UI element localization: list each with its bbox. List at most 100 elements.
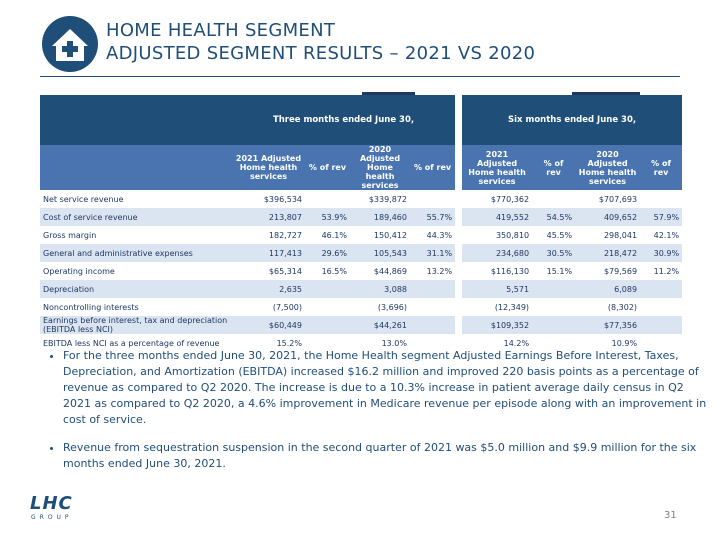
value-cell: $770,362 bbox=[490, 194, 530, 204]
value-cell bbox=[410, 280, 456, 298]
table-row: Noncontrolling interests (7,500) (3,696) (1… bbox=[40, 298, 682, 316]
value-cell: $339,872 bbox=[368, 194, 407, 204]
value-cell: 31.1% bbox=[410, 244, 456, 262]
value-cell: (12,349) bbox=[494, 302, 530, 312]
page-number: 31 bbox=[664, 510, 677, 521]
gap bbox=[455, 316, 463, 334]
value-cell: 2,635 bbox=[232, 280, 305, 298]
logo-name: LHC bbox=[30, 493, 73, 514]
value-cell: 45.5% bbox=[546, 230, 573, 240]
value-cell: 15.2% bbox=[276, 338, 302, 348]
gap bbox=[455, 334, 463, 352]
value-cell: 14.2% bbox=[503, 338, 530, 348]
value-cell: 182,727 bbox=[268, 230, 302, 240]
value-cell: $79,569 bbox=[603, 266, 638, 276]
column-header: 2020 Adjusted Home health services bbox=[575, 145, 641, 190]
value-cell: 29.6% bbox=[305, 244, 350, 262]
value-cell bbox=[532, 298, 575, 316]
group-row: Three months ended June 30, Six months en… bbox=[40, 95, 683, 145]
column-header: % of rev bbox=[410, 145, 456, 190]
value-cell bbox=[305, 316, 350, 334]
column-header: 2021 Adjusted Home health services bbox=[232, 145, 305, 190]
column-header: % of rev bbox=[305, 145, 350, 190]
value-cell: 16.5% bbox=[321, 266, 347, 276]
value-cell bbox=[640, 190, 682, 208]
value-cell: 117,413 bbox=[232, 244, 305, 262]
value-cell: $116,130 bbox=[490, 266, 530, 276]
value-cell: 409,652 bbox=[575, 208, 641, 226]
results-table: Three months ended June 30, Six months en… bbox=[40, 95, 683, 352]
value-cell bbox=[305, 298, 350, 316]
value-cell: 11.2% bbox=[653, 266, 680, 276]
value-cell: 6,089 bbox=[575, 280, 641, 298]
table-row: EBITDA less NCI as a percentage of reven… bbox=[40, 334, 682, 352]
bullet: Revenue from sequestration suspension in… bbox=[63, 440, 713, 472]
value-cell: 419,552 bbox=[462, 208, 533, 226]
gap bbox=[455, 280, 463, 298]
value-cell: 298,041 bbox=[603, 230, 638, 240]
gap bbox=[455, 262, 463, 280]
gap bbox=[455, 145, 463, 190]
value-cell bbox=[640, 316, 683, 334]
column-header: 2020 Adjusted Home health services bbox=[350, 145, 410, 190]
value-cell: 15.1% bbox=[546, 266, 573, 276]
tab bbox=[362, 92, 415, 96]
value-cell: 213,807 bbox=[232, 208, 305, 226]
value-cell: 30.5% bbox=[532, 244, 576, 262]
column-header: % of rev bbox=[532, 145, 576, 190]
value-cell: 30.9% bbox=[640, 244, 683, 262]
value-cell bbox=[305, 190, 350, 208]
row-label: Noncontrolling interests bbox=[43, 302, 139, 312]
gap bbox=[455, 95, 463, 145]
title: ADJUSTED SEGMENT RESULTS – 2021 VS 2020 bbox=[106, 43, 536, 64]
table-row: Net service revenue $396,534 $339,872 $770,… bbox=[40, 190, 682, 208]
value-cell: $60,449 bbox=[232, 316, 305, 334]
value-cell: 42.1% bbox=[653, 230, 680, 240]
value-cell: $44,261 bbox=[350, 316, 410, 334]
gap bbox=[455, 226, 463, 244]
row-label: General and administrative expenses bbox=[40, 244, 232, 262]
cell bbox=[40, 95, 232, 145]
value-cell: 44.3% bbox=[426, 230, 453, 240]
rule bbox=[40, 76, 680, 77]
value-cell bbox=[640, 298, 682, 316]
value-cell: 234,680 bbox=[462, 244, 533, 262]
value-cell bbox=[640, 280, 683, 298]
value-cell: 13.0% bbox=[381, 338, 407, 348]
value-cell: 3,088 bbox=[350, 280, 410, 298]
value-cell: $109,352 bbox=[462, 316, 533, 334]
value-cell: 53.9% bbox=[305, 208, 350, 226]
value-cell: 105,543 bbox=[350, 244, 410, 262]
bullets: For the three months ended June 30, 2021… bbox=[45, 348, 713, 484]
value-cell: $707,693 bbox=[598, 194, 638, 204]
logo-tagline: GROUP bbox=[31, 514, 73, 521]
value-cell: $65,314 bbox=[268, 266, 302, 276]
table-row: Earnings before interest, tax and deprec… bbox=[40, 316, 683, 334]
row-label: Operating income bbox=[43, 266, 115, 276]
gap bbox=[455, 244, 463, 262]
value-cell: 150,412 bbox=[373, 230, 407, 240]
value-cell bbox=[410, 190, 455, 208]
gap bbox=[455, 208, 463, 226]
value-cell bbox=[410, 298, 455, 316]
gap bbox=[455, 190, 463, 208]
value-cell: (8,302) bbox=[607, 302, 638, 312]
value-cell: 55.7% bbox=[410, 208, 456, 226]
row-label: EBITDA less NCI as a percentage of reven… bbox=[43, 338, 220, 348]
value-cell bbox=[410, 316, 456, 334]
value-cell bbox=[532, 280, 576, 298]
value-cell: (3,696) bbox=[377, 302, 407, 312]
cell bbox=[40, 145, 232, 190]
home-icon bbox=[42, 16, 98, 72]
value-cell: 218,472 bbox=[575, 244, 641, 262]
value-cell: 350,810 bbox=[495, 230, 530, 240]
row-label: Depreciation bbox=[40, 280, 232, 298]
column-header: % of rev bbox=[640, 145, 683, 190]
row-label: Cost of service revenue bbox=[40, 208, 232, 226]
value-cell: 5,571 bbox=[462, 280, 533, 298]
column-header: 2021 Adjusted Home health services bbox=[462, 145, 533, 190]
value-cell: 10.9% bbox=[611, 338, 638, 348]
group-header: Three months ended June 30, bbox=[232, 95, 456, 145]
tab bbox=[572, 92, 640, 96]
